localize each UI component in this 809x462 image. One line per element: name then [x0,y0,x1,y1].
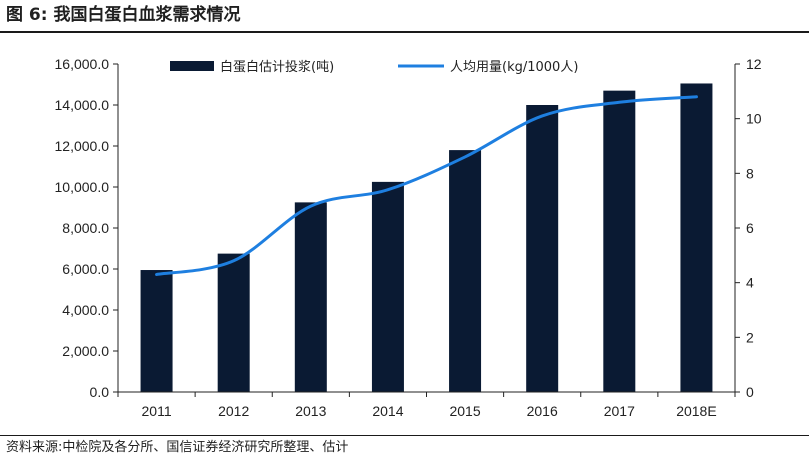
left-axis-tick-label: 16,000.0 [55,56,110,72]
source-note: 资料来源:中检院及各分所、国信证券经济研究所整理、估计 [6,440,349,455]
legend-bar-swatch [170,61,214,71]
left-axis-tick-label: 12,000.0 [55,138,110,154]
right-axis: 0 2 4 6 8 10 12 [734,56,762,400]
bar-series [140,83,713,393]
left-axis-tick-label: 0.0 [90,384,110,400]
bar-2014 [371,181,404,392]
bar-2013 [294,202,327,392]
x-axis-tick-label: 2011 [142,403,172,419]
left-axis: 0.0 2,000.0 4,000.0 6,000.0 8,000.0 10,000.0 1… [55,56,119,400]
right-axis-tick-label: 0 [746,384,754,400]
bar-2016 [526,105,559,392]
right-axis-tick-label: 6 [746,220,754,236]
right-axis-tick-label: 8 [746,165,754,181]
x-axis: 2011 2012 2013 2014 2015 2016 2017 2018E [117,391,736,419]
bottom-rule [0,435,809,436]
per-capita-line [155,95,698,276]
bar-2017 [603,90,636,393]
left-axis-tick-label: 6,000.0 [62,261,109,277]
bar-2018E [680,83,713,392]
line-series [155,95,698,276]
bar-2015 [449,150,482,392]
chart: 0.0 2,000.0 4,000.0 6,000.0 8,000.0 10,000.0 1… [55,56,762,419]
legend: 白蛋白估计投浆(吨) 人均用量(kg/1000人) [170,59,578,75]
x-axis-tick-label: 2018E [676,403,716,419]
right-axis-tick-label: 4 [746,275,754,291]
left-axis-tick-label: 4,000.0 [62,302,109,318]
figure-title-text: 我国白蛋白血浆需求情况 [53,5,241,25]
right-axis-tick-label: 2 [746,329,754,345]
right-axis-tick-label: 10 [746,111,762,127]
x-axis-tick-label: 2017 [604,403,635,419]
x-axis-tick-label: 2012 [218,403,249,419]
legend-bar-label: 白蛋白估计投浆(吨) [220,59,334,75]
figure-number: 图 6: [6,5,48,25]
right-axis-tick-label: 12 [746,56,762,72]
bar-2011 [140,270,173,392]
x-axis-tick-label: 2015 [449,403,480,419]
left-axis-tick-label: 2,000.0 [62,343,109,359]
left-axis-tick-label: 8,000.0 [62,220,109,236]
legend-line-label: 人均用量(kg/1000人) [450,60,578,75]
x-axis-tick-label: 2014 [372,403,403,419]
x-axis-tick-label: 2013 [295,403,326,419]
figure-title: 图 6: 我国白蛋白血浆需求情况 [6,2,241,28]
left-axis-tick-label: 14,000.0 [55,97,110,113]
bar-2012 [217,253,250,392]
x-axis-tick-label: 2016 [527,403,558,419]
left-axis-tick-label: 10,000.0 [55,179,110,195]
top-rule [0,31,809,33]
